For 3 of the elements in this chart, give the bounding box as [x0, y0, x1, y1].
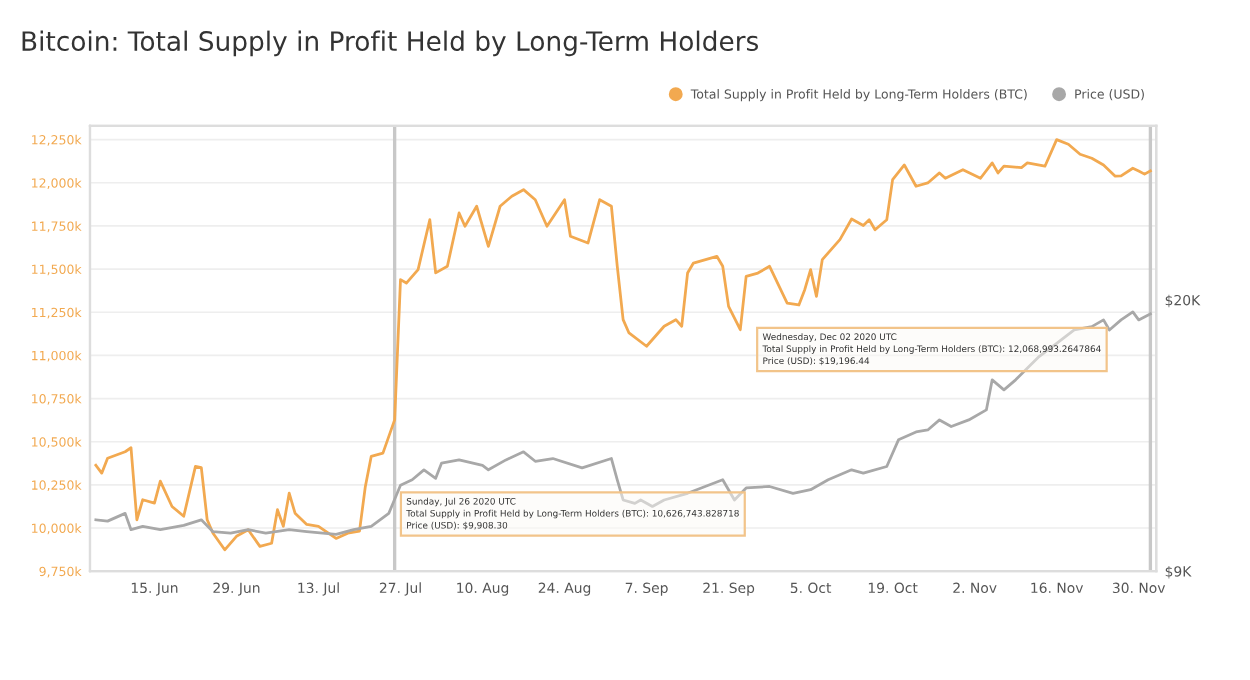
line-series: [94, 310, 1152, 536]
line-series: [94, 138, 1152, 552]
chart-title: Bitcoin: Total Supply in Profit Held by Long-Term Holders: [22, 30, 758, 57]
